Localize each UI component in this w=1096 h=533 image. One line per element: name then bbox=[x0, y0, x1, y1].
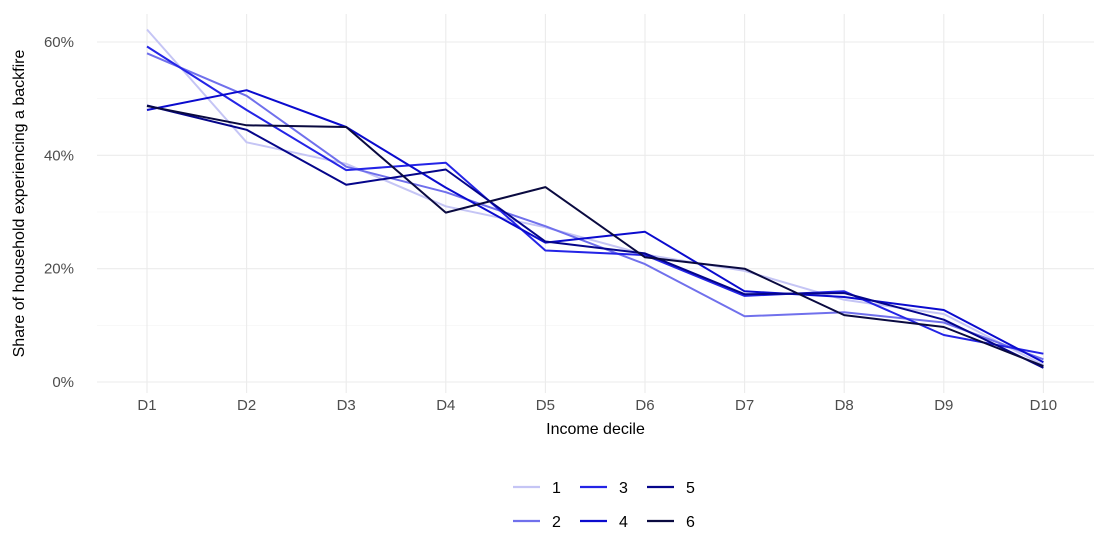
series-line-3 bbox=[146, 45, 1044, 355]
y-tick-label: 60% bbox=[44, 34, 74, 51]
x-tick-label: D1 bbox=[137, 397, 156, 414]
x-tick-label: D10 bbox=[1030, 397, 1058, 414]
x-tick-label: D7 bbox=[735, 397, 754, 414]
series-line-4 bbox=[146, 89, 1044, 364]
x-tick-label: D5 bbox=[536, 397, 555, 414]
series-line-2 bbox=[146, 52, 1044, 361]
legend-label-2: 2 bbox=[552, 514, 561, 531]
x-tick-label: D6 bbox=[635, 397, 654, 414]
x-axis-ticks: D1 D2 D3 D4 D5 D6 D7 D8 D9 D10 bbox=[137, 397, 1057, 414]
legend-item-2: 2 bbox=[513, 514, 561, 531]
x-tick-label: D9 bbox=[934, 397, 953, 414]
legend-label-5: 5 bbox=[686, 480, 695, 497]
series-line-1 bbox=[146, 28, 1044, 366]
legend-label-4: 4 bbox=[619, 514, 628, 531]
y-tick-label: 20% bbox=[44, 261, 74, 278]
x-tick-label: D3 bbox=[337, 397, 356, 414]
series-lines bbox=[146, 28, 1044, 369]
series-line-6 bbox=[146, 105, 1044, 368]
legend-item-1: 1 bbox=[513, 480, 561, 497]
legend-label-1: 1 bbox=[552, 480, 561, 497]
legend-item-6: 6 bbox=[647, 514, 695, 531]
y-tick-label: 40% bbox=[44, 147, 74, 164]
x-tick-label: D2 bbox=[237, 397, 256, 414]
y-tick-label: 0% bbox=[52, 374, 74, 391]
y-axis-ticks: 0% 20% 40% 60% bbox=[44, 34, 74, 391]
legend-item-5: 5 bbox=[647, 480, 695, 497]
x-tick-label: D4 bbox=[436, 397, 455, 414]
legend-label-3: 3 bbox=[619, 480, 628, 497]
x-axis-title: Income decile bbox=[546, 421, 645, 438]
legend-item-4: 4 bbox=[580, 514, 628, 531]
series-line-5 bbox=[146, 104, 1044, 369]
legend: 1 2 3 4 5 6 bbox=[513, 480, 695, 531]
legend-item-3: 3 bbox=[580, 480, 628, 497]
x-tick-label: D8 bbox=[835, 397, 854, 414]
grid bbox=[97, 14, 1094, 393]
y-axis-title: Share of household experiencing a backfi… bbox=[11, 50, 28, 358]
legend-label-6: 6 bbox=[686, 514, 695, 531]
